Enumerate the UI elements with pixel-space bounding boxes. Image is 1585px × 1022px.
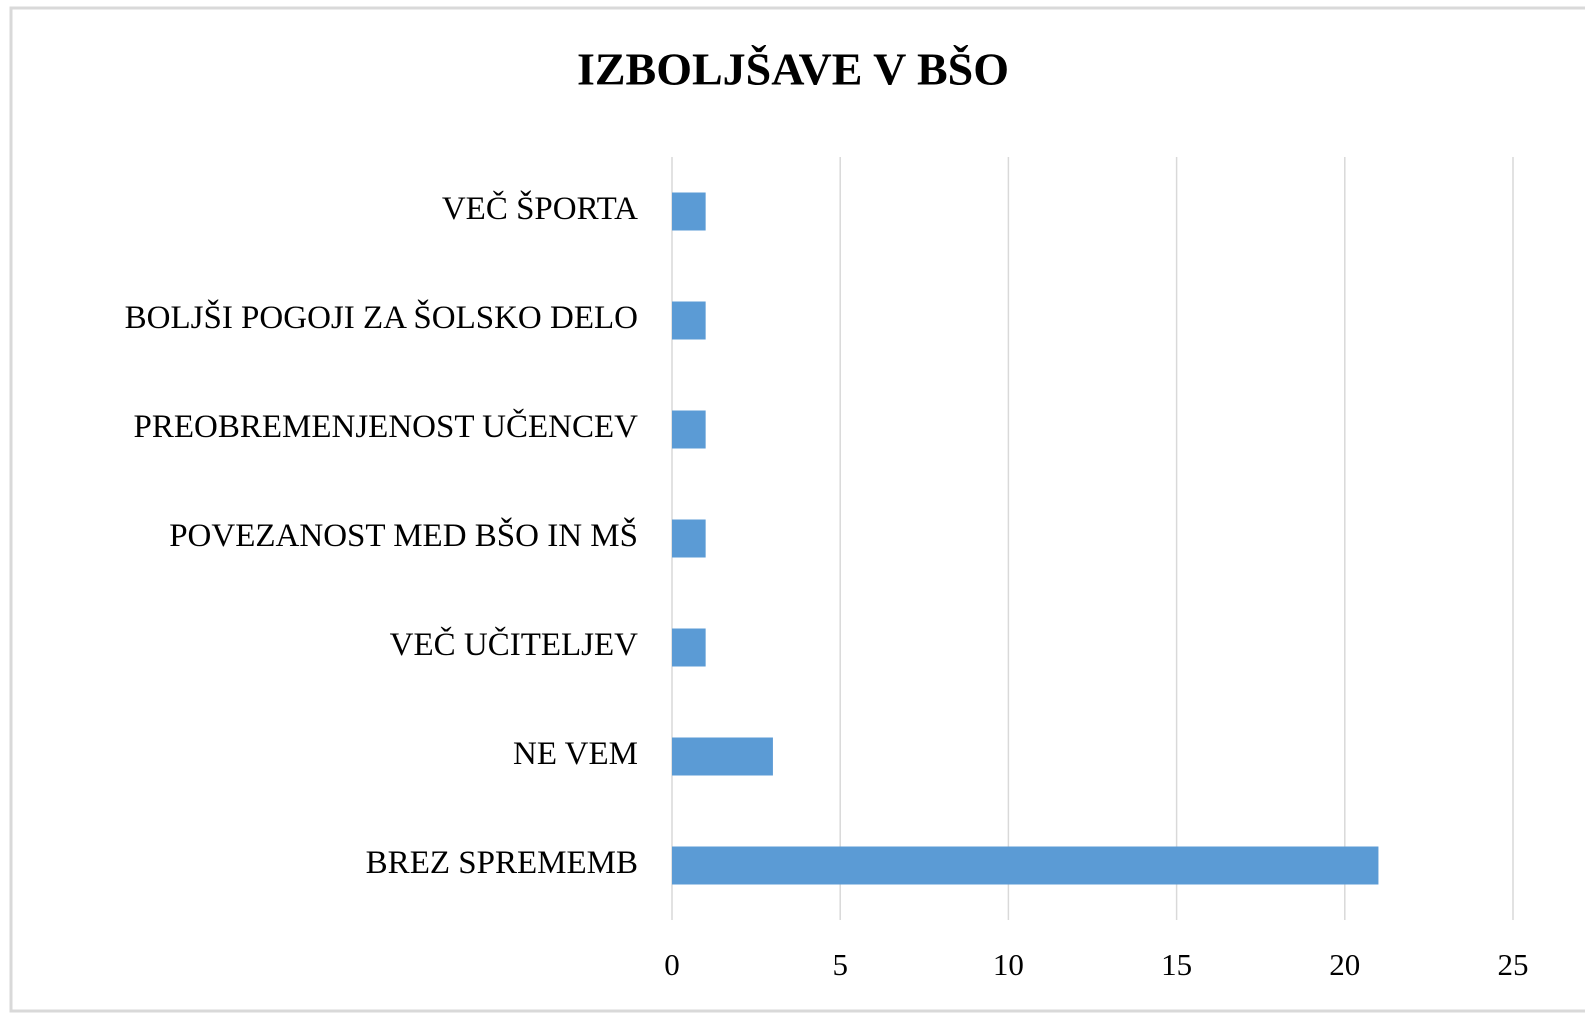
y-tick-label: VEČ UČITELJEV [390,625,639,663]
x-tick-label: 25 [1498,947,1529,982]
bar [672,301,706,340]
x-tick-label: 10 [993,947,1024,982]
bar [672,628,706,667]
y-tick-label: NE VEM [513,736,638,772]
bar [672,192,706,231]
y-tick-label: VEČ ŠPORTA [442,189,638,227]
x-tick-label: 5 [832,947,848,982]
x-tick-label: 20 [1329,947,1360,982]
y-tick-label: POVEZANOST MED BŠO IN MŠ [169,516,638,554]
y-tick-label: BREZ SPREMEMB [366,845,638,881]
x-tick-label: 15 [1161,947,1192,982]
bar [672,519,706,558]
x-tick-label: 0 [664,947,680,982]
bar [672,737,773,776]
chart-title: IZBOLJŠAVE V BŠO [577,44,1009,95]
bar [672,846,1379,885]
y-tick-label: BOLJŠI POGOJI ZA ŠOLSKO DELO [125,298,638,336]
bar [672,410,706,449]
y-tick-label: PREOBREMENJENOST UČENCEV [133,407,638,445]
chart-frame [9,6,1585,1013]
